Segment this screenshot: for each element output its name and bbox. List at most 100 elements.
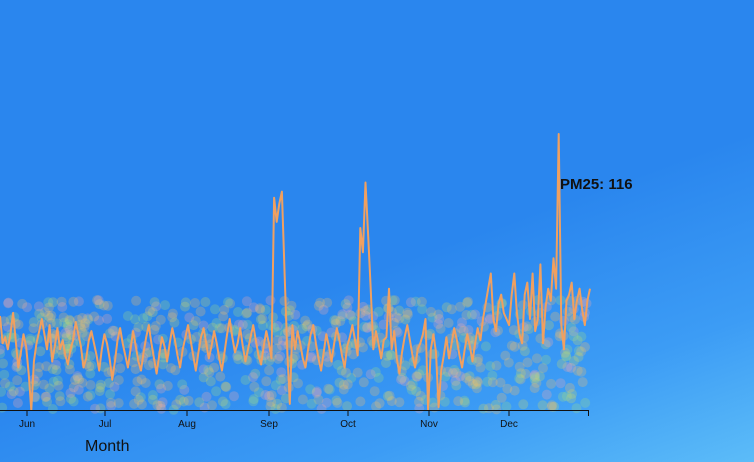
scatter-dot xyxy=(405,297,416,308)
scatter-dot xyxy=(373,306,384,317)
scatter-dot xyxy=(330,318,341,329)
scatter-dot xyxy=(43,302,54,313)
scatter-dot xyxy=(233,307,243,317)
scatter-dot xyxy=(180,301,190,312)
scatter-dot xyxy=(360,305,371,316)
scatter-dot xyxy=(538,363,548,374)
scatter-dot xyxy=(332,397,343,408)
scatter-dot xyxy=(45,312,56,323)
scatter-dot xyxy=(167,308,178,319)
scatter-dot xyxy=(33,368,43,379)
scatter-dot xyxy=(503,357,514,368)
scatter-dot xyxy=(179,384,190,395)
scatter-dot xyxy=(515,368,526,379)
scatter-dot xyxy=(450,376,461,386)
scatter-dot xyxy=(264,365,275,376)
scatter-dot xyxy=(201,391,212,402)
scatter-dot xyxy=(515,374,526,385)
scatter-dot xyxy=(427,312,438,323)
scatter-dot xyxy=(529,383,540,394)
scatter-dot xyxy=(271,343,282,354)
scatter-dot xyxy=(371,401,381,412)
scatter-dot xyxy=(169,317,180,328)
scatter-dot xyxy=(348,316,359,327)
scatter-dot xyxy=(435,323,446,334)
scatter-dot xyxy=(73,296,84,307)
scatter-dot xyxy=(264,391,275,401)
scatter-dot xyxy=(491,404,502,415)
scatter-dot xyxy=(544,320,554,331)
scatter-dot xyxy=(313,394,324,405)
scatter-dot xyxy=(257,313,268,324)
scatter-dot xyxy=(33,301,44,312)
scatter-dot xyxy=(358,377,369,388)
scatter-dot xyxy=(102,300,113,311)
scatter-dot xyxy=(464,371,475,382)
scatter-dot xyxy=(318,304,329,315)
scatter-dot xyxy=(385,349,396,360)
scatter-dot xyxy=(416,296,427,307)
scatter-dot xyxy=(473,353,484,364)
x-tick-label: Jul xyxy=(99,419,112,430)
scatter-dot xyxy=(518,399,529,410)
scatter-dot xyxy=(490,399,501,410)
scatter-dot xyxy=(455,301,466,312)
scatter-dot xyxy=(130,386,141,397)
scatter-dot xyxy=(506,340,517,351)
scatter-dot xyxy=(360,310,371,321)
scatter-dot xyxy=(400,314,411,325)
scatter-dot xyxy=(455,371,466,382)
scatter-dot xyxy=(495,377,506,388)
scatter-dot xyxy=(109,381,120,392)
scatter-dot xyxy=(0,348,6,359)
scatter-dot xyxy=(79,321,90,332)
scatter-dot xyxy=(57,302,68,312)
scatter-dot xyxy=(265,320,276,331)
scatter-dot xyxy=(352,367,363,378)
scatter-dot xyxy=(414,369,425,380)
scatter-dot xyxy=(418,365,428,376)
x-tick-label: Aug xyxy=(178,419,196,430)
scatter-dot xyxy=(147,390,158,400)
scatter-dot xyxy=(35,346,46,357)
scatter-dot xyxy=(65,388,76,398)
scatter-dot xyxy=(564,382,575,393)
scatter-dot xyxy=(136,399,147,410)
scatter-dot xyxy=(82,391,93,402)
scatter-dot xyxy=(315,297,326,308)
scatter-dot xyxy=(568,356,579,366)
scatter-dot xyxy=(155,314,166,325)
scatter-dot xyxy=(204,367,215,378)
scatter-dot xyxy=(509,341,520,352)
scatter-dot xyxy=(216,323,227,334)
scatter-dot xyxy=(219,304,230,315)
scatter-dot xyxy=(541,389,552,400)
scatter-dot xyxy=(28,323,39,334)
scatter-dot xyxy=(485,361,496,372)
scatter-dot xyxy=(12,398,23,408)
scatter-dot xyxy=(471,383,482,394)
scatter-dot xyxy=(472,356,483,367)
scatter-dot xyxy=(147,394,158,405)
scatter-dot xyxy=(113,398,124,409)
scatter-dot xyxy=(482,376,493,387)
scatter-dot xyxy=(151,301,162,312)
scatter-dot xyxy=(249,381,260,392)
scatter-dot xyxy=(576,331,587,342)
scatter-dot xyxy=(399,376,410,387)
scatter-dot xyxy=(128,357,139,368)
scatter-dot xyxy=(80,318,91,329)
scatter-dot xyxy=(86,360,97,371)
scatter-dot xyxy=(266,397,277,408)
scatter-dot xyxy=(576,366,587,377)
scatter-dot xyxy=(241,308,252,319)
scatter-dot xyxy=(270,380,281,391)
scatter-dot xyxy=(313,300,324,311)
scatter-dot xyxy=(4,381,15,392)
scatter-dot xyxy=(64,364,75,375)
scatter-dot xyxy=(266,390,277,401)
scatter-dot xyxy=(573,345,584,356)
scatter-dot xyxy=(501,401,512,412)
scatter-dot xyxy=(43,310,54,321)
